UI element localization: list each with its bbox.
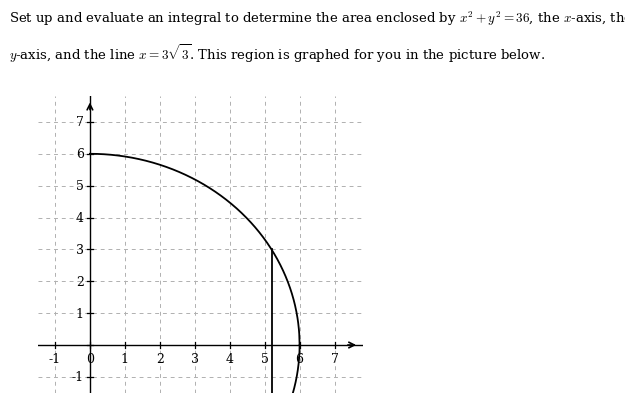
Text: 1: 1 <box>76 307 84 320</box>
Text: 6: 6 <box>76 148 84 161</box>
Text: 5: 5 <box>261 352 269 365</box>
Text: 5: 5 <box>76 180 84 193</box>
Text: 3: 3 <box>76 243 84 256</box>
Text: $y$-axis, and the line $x = 3\sqrt{3}$. This region is graphed for you in the pi: $y$-axis, and the line $x = 3\sqrt{3}$. … <box>9 43 546 65</box>
Text: 0: 0 <box>86 352 94 365</box>
Text: 7: 7 <box>76 116 84 129</box>
Text: 1: 1 <box>121 352 129 365</box>
Text: 2: 2 <box>76 275 84 288</box>
Text: -1: -1 <box>71 371 84 384</box>
Text: Set up and evaluate an integral to determine the area enclosed by $x^2 + y^2 = 3: Set up and evaluate an integral to deter… <box>9 10 625 28</box>
Text: 7: 7 <box>331 352 339 365</box>
Text: -1: -1 <box>49 352 61 365</box>
Text: 4: 4 <box>226 352 234 365</box>
Text: 6: 6 <box>296 352 304 365</box>
Text: 3: 3 <box>191 352 199 365</box>
Text: 2: 2 <box>156 352 164 365</box>
Text: 4: 4 <box>76 211 84 224</box>
